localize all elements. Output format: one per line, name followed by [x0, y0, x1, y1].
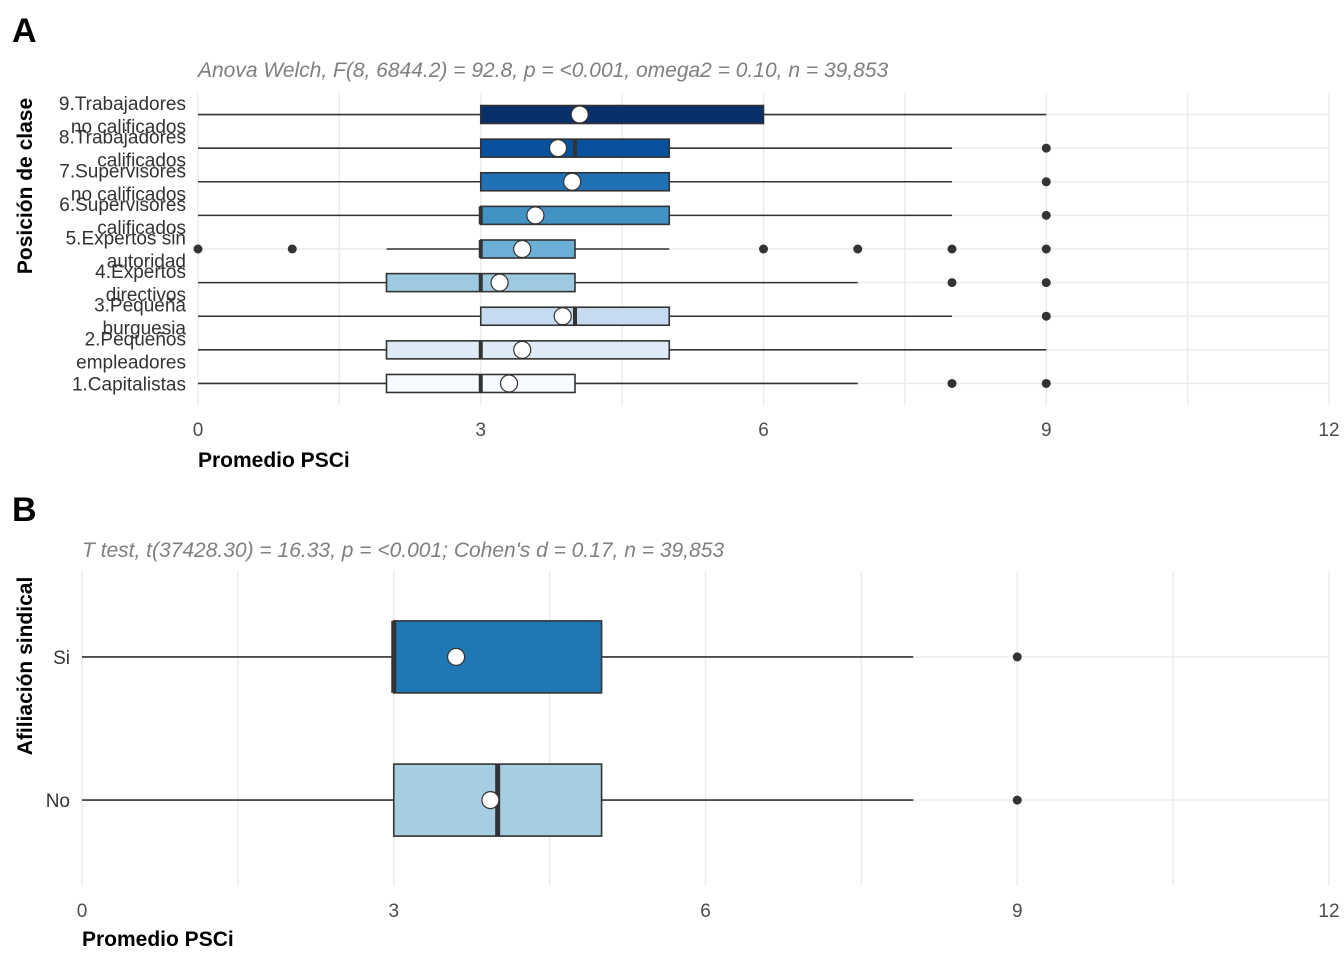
mean-point — [447, 647, 466, 667]
outlier-point — [947, 244, 957, 254]
mean-point — [513, 340, 532, 359]
outlier-point — [947, 378, 957, 388]
x-tick-label: 12 — [1318, 901, 1339, 922]
boxplot-panel-a-3 — [198, 306, 1051, 327]
boxplot-panel-a-8 — [198, 138, 1051, 158]
mean-point — [513, 239, 532, 259]
mean-point — [499, 374, 519, 393]
mean-point — [553, 307, 572, 326]
panel-b-x-tick-labels: 0 3 6 9 12 — [77, 901, 1340, 922]
panel-a-x-tick-labels: 0 3 6 9 12 — [193, 420, 1340, 441]
x-tick-label: 6 — [758, 420, 769, 441]
y-tick-label: 7.Supervisores — [59, 161, 186, 182]
mean-point — [481, 790, 500, 810]
mean-point — [548, 139, 568, 158]
mean-point — [490, 273, 509, 292]
y-tick-label: autoridad — [107, 252, 186, 273]
y-tick-label: Si — [53, 648, 70, 669]
boxplot-panel-a-2 — [198, 340, 1047, 360]
panel-a-y-axis-title: Posición de clase — [14, 98, 37, 274]
x-tick-label: 0 — [77, 901, 88, 922]
outlier-point — [1041, 311, 1051, 321]
y-tick-label: 1.Capitalistas — [72, 374, 186, 395]
panel-a: A Anova Welch, F(8, 6844.2) = 92.8, p = … — [12, 12, 1340, 472]
x-tick-label: 3 — [388, 901, 399, 922]
panel-b-subtitle: T test, t(37428.30) = 16.33, p = <0.001;… — [82, 539, 724, 562]
y-tick-label: empleadores — [76, 352, 186, 373]
x-tick-label: 12 — [1318, 420, 1339, 441]
y-tick-label: calificados — [97, 218, 186, 239]
panel-b-y-tick-labels: No Si — [46, 648, 70, 812]
x-tick-label: 6 — [700, 901, 711, 922]
panel-a-tag: A — [12, 12, 37, 50]
outlier-point — [1041, 177, 1051, 187]
panel-b-x-axis-title: Promedio PSCi — [82, 928, 234, 951]
panel-a-subtitle: Anova Welch, F(8, 6844.2) = 92.8, p = <0… — [196, 59, 889, 82]
outlier-point — [853, 244, 863, 254]
y-tick-label: no calificados — [71, 117, 186, 138]
boxplot-panel-b-1 — [82, 763, 1022, 837]
mean-point — [526, 206, 545, 225]
boxplot-panel-b-2 — [82, 620, 1022, 694]
mean-point — [570, 105, 589, 124]
mean-point — [563, 172, 582, 191]
boxplot-panel-a-9 — [198, 104, 1047, 125]
y-tick-label: no calificados — [71, 184, 186, 205]
box — [479, 205, 671, 226]
panel-b-gridlines — [81, 571, 1330, 886]
outlier-point — [759, 244, 768, 254]
outlier-point — [1041, 278, 1051, 288]
box — [392, 620, 603, 694]
y-tick-label: 2.Pequeños — [85, 329, 186, 350]
outlier-point — [1012, 652, 1022, 662]
boxplot-panel-a-4 — [198, 272, 1051, 293]
boxplot-panel-a-5 — [193, 239, 1051, 259]
y-tick-label: directivos — [106, 285, 186, 306]
outlier-point — [1041, 378, 1051, 388]
y-tick-label: calificados — [97, 151, 186, 172]
outlier-point — [287, 244, 297, 254]
y-tick-label: burguesia — [103, 319, 187, 340]
panel-b-y-axis-title: Afiliación sindical — [14, 577, 37, 756]
panel-b-boxplots — [82, 620, 1022, 837]
box — [479, 104, 765, 125]
panel-b-tag: B — [12, 491, 37, 529]
y-tick-label: 4.Expertos — [95, 262, 186, 283]
panel-a-boxplots — [193, 104, 1051, 394]
x-tick-label: 9 — [1012, 901, 1023, 922]
outlier-point — [1041, 210, 1051, 220]
outlier-point — [1012, 795, 1022, 805]
y-tick-label: 3.Pequeña — [94, 296, 186, 317]
outlier-point — [1041, 244, 1051, 254]
y-tick-label: 8.Trabajadores — [59, 128, 186, 149]
x-tick-label: 0 — [193, 420, 204, 441]
boxplot-panel-a-1 — [198, 373, 1051, 394]
panel-a-x-axis-title: Promedio PSCi — [198, 449, 350, 472]
y-tick-label: No — [46, 791, 70, 812]
panel-b: B T test, t(37428.30) = 16.33, p = <0.00… — [12, 491, 1340, 951]
outlier-point — [947, 278, 957, 288]
outlier-point — [1041, 143, 1051, 153]
x-tick-label: 9 — [1041, 420, 1052, 441]
boxplot-panel-a-7 — [198, 171, 1051, 192]
x-tick-label: 3 — [475, 420, 486, 441]
y-tick-label: 6.Supervisores — [59, 195, 186, 216]
y-tick-label: 5.Expertos sin — [66, 229, 186, 250]
outlier-point — [193, 244, 203, 254]
boxplot-panel-a-6 — [198, 205, 1051, 226]
y-tick-label: 9.Trabajadores — [59, 94, 186, 115]
